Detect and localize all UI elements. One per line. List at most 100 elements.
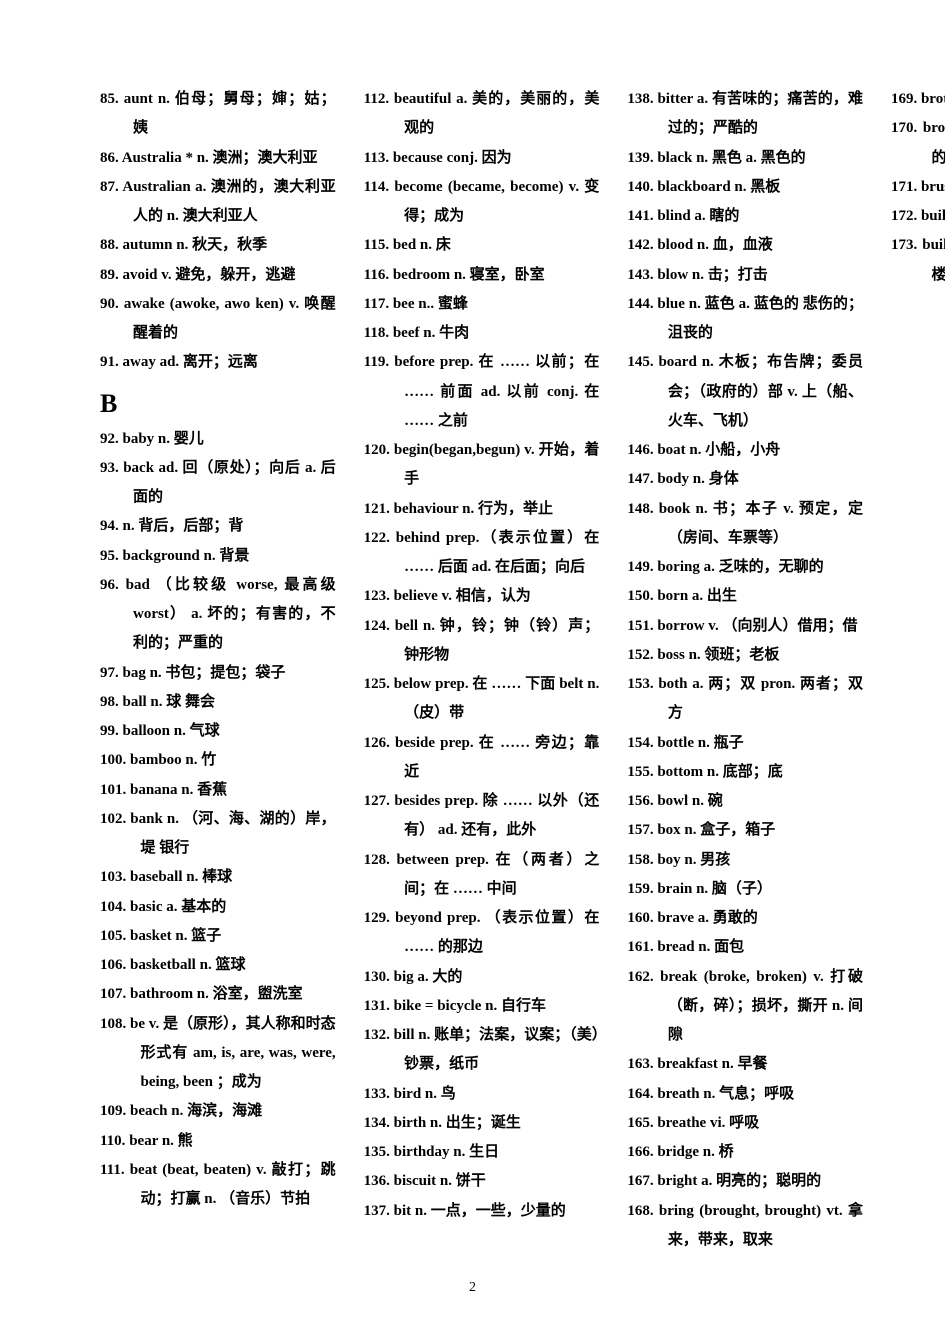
entry-text: brain n. 脑（子） bbox=[657, 881, 772, 897]
vocab-entry: 126. beside prep. 在 …… 旁边；靠近 bbox=[364, 729, 600, 788]
entry-number: 165. bbox=[627, 1115, 653, 1131]
entry-text: breathe vi. 呼吸 bbox=[657, 1115, 759, 1131]
entry-number: 143. bbox=[627, 267, 653, 283]
entry-text: between prep. 在（两者）之间；在 …… 中间 bbox=[396, 852, 599, 897]
entry-number: 88. bbox=[100, 237, 119, 253]
entry-text: breakfast n. 早餐 bbox=[657, 1056, 767, 1072]
vocab-entry: 132. bill n. 账单；法案，议案；（美）钞票，纸币 bbox=[364, 1021, 600, 1080]
entry-text: bottom n. 底部；底 bbox=[657, 764, 782, 780]
entry-number: 142. bbox=[627, 237, 653, 253]
vocab-entry: 153. both a. 两；双 pron. 两者；双方 bbox=[627, 670, 863, 729]
vocab-entry: 88. autumn n. 秋天，秋季 bbox=[100, 231, 336, 260]
entry-number: 105. bbox=[100, 928, 126, 944]
vocab-entry: 136. biscuit n. 饼干 bbox=[364, 1167, 600, 1196]
entry-number: 111. bbox=[100, 1162, 125, 1178]
vocab-entry: 156. bowl n. 碗 bbox=[627, 787, 863, 816]
entry-number: 93. bbox=[100, 460, 119, 476]
entry-number: 172. bbox=[891, 208, 917, 224]
entry-text: baby n. 婴儿 bbox=[123, 431, 204, 447]
entry-text: birthday n. 生日 bbox=[394, 1144, 499, 1160]
vocab-entry: 137. bit n. 一点，一些，少量的 bbox=[364, 1197, 600, 1226]
vocab-entry: 127. besides prep. 除 …… 以外（还有） ad. 还有，此外 bbox=[364, 787, 600, 846]
entry-text: besides prep. 除 …… 以外（还有） ad. 还有，此外 bbox=[394, 793, 599, 838]
vocab-entry: 149. boring a. 乏味的，无聊的 bbox=[627, 553, 863, 582]
entry-number: 87. bbox=[100, 179, 119, 195]
entry-text: bowl n. 碗 bbox=[657, 793, 722, 809]
vocab-entry: 102. bank n. （河、海、湖的）岸，堤 银行 bbox=[100, 805, 336, 864]
vocab-entry: 116. bedroom n. 寝室，卧室 bbox=[364, 261, 600, 290]
entry-number: 158. bbox=[627, 852, 653, 868]
entry-text: before prep. 在 …… 以前；在 …… 前面 ad. 以前 conj… bbox=[394, 354, 599, 429]
entry-text: board n. 木板；布告牌；委员会；（政府的）部 v. 上（船、火车、飞机） bbox=[658, 354, 863, 429]
entry-number: 85. bbox=[100, 91, 119, 107]
entry-number: 145. bbox=[627, 354, 653, 370]
entry-text: biscuit n. 饼干 bbox=[394, 1173, 486, 1189]
entry-text: basketball n. 篮球 bbox=[130, 957, 245, 973]
vocab-entry: 145. board n. 木板；布告牌；委员会；（政府的）部 v. 上（船、火… bbox=[627, 348, 863, 436]
vocab-entry: 94. n. 背后，后部；背 bbox=[100, 512, 336, 541]
vocab-entry: 124. bell n. 钟，铃；钟（铃）声；钟形物 bbox=[364, 612, 600, 671]
vocab-entry: 108. be v. 是（原形），其人称和时态形式有 am, is, are, … bbox=[100, 1010, 336, 1098]
entry-number: 131. bbox=[364, 998, 390, 1014]
entry-number: 98. bbox=[100, 694, 119, 710]
entry-number: 122. bbox=[364, 530, 390, 546]
entry-number: 130. bbox=[364, 969, 390, 985]
entry-number: 115. bbox=[364, 237, 389, 253]
entry-text: build (built, built) v. 建筑；造 bbox=[921, 208, 945, 224]
entry-text: back ad. 回（原处）；向后 a. 后面的 bbox=[123, 460, 335, 505]
entry-number: 99. bbox=[100, 723, 119, 739]
entry-number: 136. bbox=[364, 1173, 390, 1189]
entry-number: 123. bbox=[364, 588, 390, 604]
entry-text: beef n. 牛肉 bbox=[393, 325, 469, 341]
vocab-entry: 89. avoid v. 避免，躲开，逃避 bbox=[100, 261, 336, 290]
entry-number: 150. bbox=[627, 588, 653, 604]
vocab-entry: 163. breakfast n. 早餐 bbox=[627, 1050, 863, 1079]
entry-number: 140. bbox=[627, 179, 653, 195]
vocab-entry: 167. bright a. 明亮的；聪明的 bbox=[627, 1167, 863, 1196]
entry-number: 133. bbox=[364, 1086, 390, 1102]
vocab-entry: 147. body n. 身体 bbox=[627, 465, 863, 494]
entry-number: 127. bbox=[364, 793, 390, 809]
entry-number: 148. bbox=[627, 501, 653, 517]
entry-number: 113. bbox=[364, 150, 389, 166]
entry-text: breath n. 气息；呼吸 bbox=[657, 1086, 794, 1102]
entry-text: bridge n. 桥 bbox=[657, 1144, 733, 1160]
entry-number: 132. bbox=[364, 1027, 390, 1043]
vocab-entry: 120. begin(began,begun) v. 开始，着手 bbox=[364, 436, 600, 495]
vocab-entry: 133. bird n. 鸟 bbox=[364, 1080, 600, 1109]
entry-number: 166. bbox=[627, 1144, 653, 1160]
vocab-entry: 95. background n. 背景 bbox=[100, 542, 336, 571]
vocab-entry: 159. brain n. 脑（子） bbox=[627, 875, 863, 904]
entry-number: 106. bbox=[100, 957, 126, 973]
entry-text: baseball n. 棒球 bbox=[130, 869, 232, 885]
entry-number: 94. bbox=[100, 518, 119, 534]
entry-text: bill n. 账单；法案，议案；（美）钞票，纸币 bbox=[394, 1027, 600, 1072]
entry-text: away ad. 离开；远离 bbox=[123, 354, 258, 370]
vocab-entry: 113. because conj. 因为 bbox=[364, 144, 600, 173]
vocab-entry: 91. away ad. 离开；远离 bbox=[100, 348, 336, 377]
entry-number: 121. bbox=[364, 501, 390, 517]
entry-text: boat n. 小船，小舟 bbox=[657, 442, 780, 458]
entry-text: because conj. 因为 bbox=[393, 150, 512, 166]
entry-number: 152. bbox=[627, 647, 653, 663]
entry-text: avoid v. 避免，躲开，逃避 bbox=[123, 267, 296, 283]
entry-number: 101. bbox=[100, 782, 126, 798]
entry-text: brown n. 褐色，棕色 a. 褐色的，棕色的 bbox=[923, 120, 945, 165]
entry-text: blue n. 蓝色 a. 蓝色的 悲伤的；沮丧的 bbox=[657, 296, 863, 341]
vocab-entry: 96. bad （比较级 worse, 最高级 worst） a. 坏的；有害的… bbox=[100, 571, 336, 659]
vocab-entry: 107. bathroom n. 浴室，盥洗室 bbox=[100, 980, 336, 1009]
entry-text: bring (brought, brought) vt. 拿来，带来，取来 bbox=[659, 1203, 863, 1248]
entry-number: 157. bbox=[627, 822, 653, 838]
vocab-entry: 166. bridge n. 桥 bbox=[627, 1138, 863, 1167]
entry-number: 120. bbox=[364, 442, 390, 458]
vocab-entry: 115. bed n. 床 bbox=[364, 231, 600, 260]
entry-text: bread n. 面包 bbox=[657, 939, 744, 955]
entry-text: bear n. 熊 bbox=[129, 1133, 192, 1149]
entry-number: 103. bbox=[100, 869, 126, 885]
entry-text: both a. 两；双 pron. 两者；双方 bbox=[658, 676, 863, 721]
entry-number: 170. bbox=[891, 120, 917, 136]
entry-text: bright a. 明亮的；聪明的 bbox=[657, 1173, 821, 1189]
vocab-entry: 143. blow n. 击；打击 bbox=[627, 261, 863, 290]
entry-text: basket n. 篮子 bbox=[130, 928, 221, 944]
entry-text: born a. 出生 bbox=[657, 588, 737, 604]
